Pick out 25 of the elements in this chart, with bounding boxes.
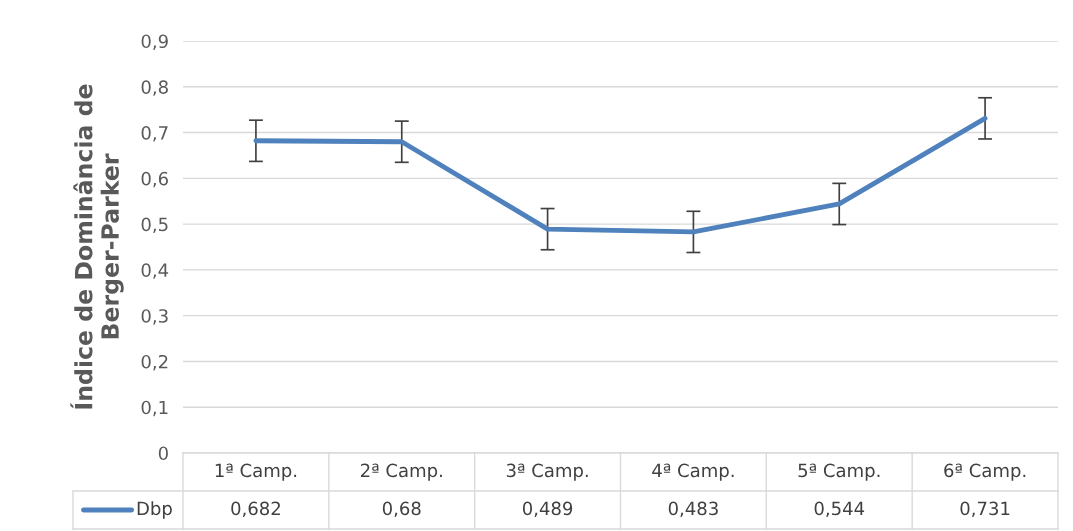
data-label: 0,68 <box>382 501 421 518</box>
y-tick-label: 0,5 <box>141 217 168 234</box>
y-tick-label: 0,3 <box>141 309 168 325</box>
y-tick-label: 0,7 <box>141 126 168 142</box>
y-tick-label: 0,9 <box>141 34 168 50</box>
y-axis-title: Índice de Dominância de Berger-Parker <box>70 84 124 409</box>
legend-label: Dbp <box>137 501 172 519</box>
x-tick-label: 1ª Camp. <box>215 463 297 481</box>
x-tick-label: 2ª Camp. <box>360 463 442 481</box>
y-tick-label: 0,1 <box>141 400 168 417</box>
y-tick-label: 0,6 <box>141 171 168 188</box>
y-tick-label: 0,4 <box>141 263 169 279</box>
data-label: 0,489 <box>522 501 573 518</box>
x-tick-label: 6ª Camp. <box>944 463 1026 481</box>
data-label: 0,483 <box>668 501 718 518</box>
x-tick-label: 3ª Camp. <box>506 463 588 481</box>
y-tick-label: 0,2 <box>141 354 168 371</box>
x-tick-label: 5ª Camp. <box>798 463 880 481</box>
y-tick-label: 0 <box>158 446 168 461</box>
data-label: 0,731 <box>960 501 1010 518</box>
x-tick-label: 4ª Camp. <box>652 463 734 481</box>
line-series <box>253 115 988 235</box>
data-label: 0,544 <box>814 501 865 518</box>
data-label: 0,682 <box>231 501 280 518</box>
y-tick-label: 0,8 <box>141 80 168 96</box>
